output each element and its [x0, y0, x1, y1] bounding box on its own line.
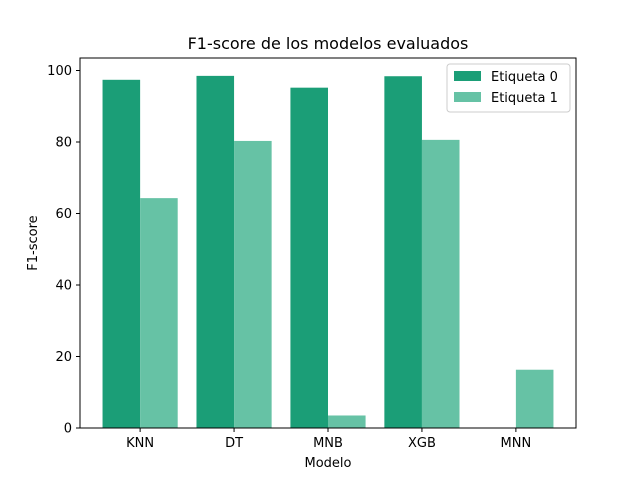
x-tick-label: XGB [408, 436, 436, 451]
y-tick-label: 100 [47, 64, 72, 79]
bar-mnn-series-1 [515, 369, 554, 428]
y-tick-label: 60 [55, 207, 72, 222]
y-axis-label: F1-score [26, 215, 41, 270]
x-tick-label: MNB [313, 436, 343, 451]
legend-label-etiqueta-1: Etiqueta 1 [491, 91, 558, 106]
y-tick-label: 0 [64, 422, 72, 437]
x-tick-label: DT [225, 436, 243, 451]
bar-xgb-series-1 [421, 139, 460, 428]
bar-knn-series-0 [102, 79, 141, 428]
bar-mnb-series-1 [328, 415, 366, 428]
legend: Etiqueta 0 Etiqueta 1 [446, 63, 571, 113]
chart-title: F1-score de los modelos evaluados [188, 34, 469, 53]
x-tick-label: KNN [126, 436, 154, 451]
legend-label-etiqueta-0: Etiqueta 0 [491, 70, 558, 85]
bar-dt-series-1 [234, 140, 272, 428]
bar-mnb-series-0 [290, 87, 328, 428]
bar-xgb-series-0 [384, 76, 422, 429]
y-tick-label: 20 [55, 350, 72, 365]
bar-knn-series-1 [140, 198, 178, 428]
bar-dt-series-0 [196, 75, 235, 429]
y-tick-label: 40 [55, 279, 72, 294]
legend-swatch-etiqueta-1 [454, 92, 481, 102]
plot-area [102, 75, 554, 429]
x-axis-label: Modelo [305, 456, 352, 471]
y-tick-label: 80 [55, 136, 72, 151]
y-axis: 0 20 40 60 80 100 [47, 64, 80, 437]
x-tick-label: MNN [501, 436, 532, 451]
x-axis: KNN DT MNB XGB MNN [126, 428, 531, 451]
legend-swatch-etiqueta-0 [454, 71, 481, 81]
